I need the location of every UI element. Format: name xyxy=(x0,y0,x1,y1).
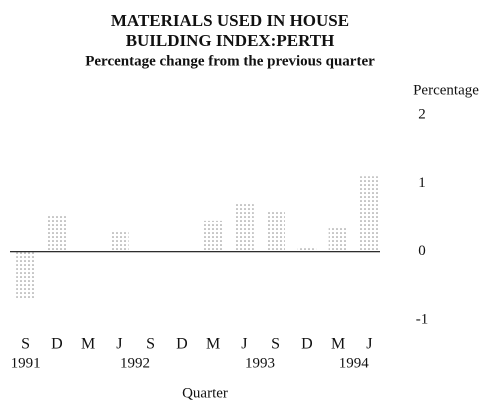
x-tick-label: D xyxy=(301,336,313,353)
bar xyxy=(235,203,254,252)
bar xyxy=(203,220,223,252)
bar xyxy=(78,250,98,252)
y-tick-label: 2 xyxy=(418,106,426,122)
bar xyxy=(328,227,348,252)
x-axis-label: Quarter xyxy=(182,385,228,401)
x-tick-label: J xyxy=(366,336,372,353)
year-label: 1991 xyxy=(11,355,41,371)
x-tick-label: M xyxy=(206,336,220,353)
chart-title: BUILDING INDEX:PERTH xyxy=(126,31,335,50)
x-tick-label: M xyxy=(331,336,345,353)
bar xyxy=(360,176,379,252)
x-tick-label: S xyxy=(146,336,155,353)
year-label: 1994 xyxy=(339,355,370,371)
bar xyxy=(16,251,35,300)
y-tick-label: 1 xyxy=(418,175,426,191)
chart-subtitle: Percentage change from the previous quar… xyxy=(85,53,375,69)
x-tick-label: J xyxy=(241,336,247,353)
chart-title: MATERIALS USED IN HOUSE xyxy=(111,11,349,30)
y-tick-label: -1 xyxy=(416,311,429,327)
year-label: 1992 xyxy=(120,355,150,371)
bar xyxy=(266,210,285,252)
year-label: 1993 xyxy=(245,355,275,371)
bar xyxy=(47,214,67,252)
x-tick-label: J xyxy=(116,336,122,353)
x-tick-label: M xyxy=(81,336,95,353)
x-tick-label: D xyxy=(176,336,188,353)
bar xyxy=(110,231,129,252)
y-axis-label: Percentage xyxy=(413,82,479,98)
bar xyxy=(297,248,317,252)
y-tick-label: 0 xyxy=(418,243,426,259)
x-tick-label: S xyxy=(21,336,30,353)
x-tick-label: D xyxy=(51,336,63,353)
x-tick-label: S xyxy=(271,336,280,353)
